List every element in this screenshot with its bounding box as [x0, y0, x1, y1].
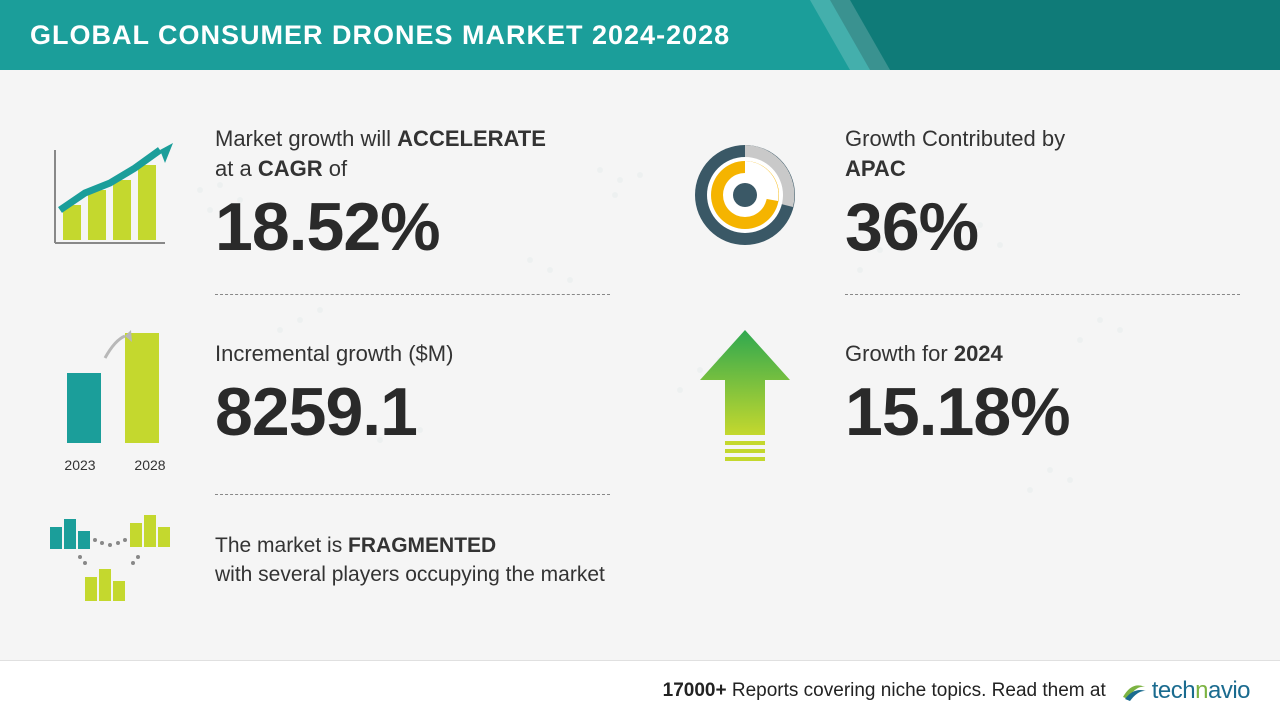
- cagr-label-accel: ACCELERATE: [397, 126, 546, 151]
- year-start: 2023: [64, 457, 95, 473]
- footer-caption: Reports covering niche topics. Read them…: [732, 680, 1106, 701]
- stat-incremental: 2023 2028 Incremental growth ($M) 8259.1: [40, 295, 610, 495]
- apac-label: Growth Contributed by APAC: [845, 124, 1240, 183]
- main-content: Market growth will ACCELERATE at a CAGR …: [0, 70, 1280, 660]
- apac-label-em: APAC: [845, 156, 906, 181]
- growth-year-label: Growth for 2024: [845, 339, 1240, 369]
- header-bar: GLOBAL CONSUMER DRONES MARKET 2024-2028: [0, 0, 1280, 70]
- stat-growth-year: Growth for 2024 15.18%: [670, 295, 1240, 495]
- cagr-value: 18.52%: [215, 188, 610, 266]
- footer-count: 17000+: [663, 680, 727, 701]
- apac-label-pre: Growth Contributed by: [845, 126, 1065, 151]
- growth-chart-icon: [45, 135, 185, 255]
- stat-cagr: Market growth will ACCELERATE at a CAGR …: [40, 95, 610, 295]
- stats-grid: Market growth will ACCELERATE at a CAGR …: [40, 95, 1240, 650]
- cagr-label-post: of: [329, 156, 347, 181]
- growth-year-pre: Growth for: [845, 341, 948, 366]
- cagr-label: Market growth will ACCELERATE at a CAGR …: [215, 124, 610, 183]
- fragment-post: with several players occupying the marke…: [215, 563, 605, 586]
- cagr-label-cagr: CAGR: [258, 156, 323, 181]
- footer-text: 17000+ Reports covering niche topics. Re…: [663, 680, 1106, 702]
- fragment-pre: The market is: [215, 534, 342, 557]
- year-labels: 2023 2028: [45, 457, 185, 473]
- incremental-value: 8259.1: [215, 373, 610, 451]
- donut-chart-icon: [685, 135, 805, 255]
- up-arrow-icon: [690, 325, 800, 465]
- logo-text: technavio: [1152, 677, 1250, 705]
- stat-apac: Growth Contributed by APAC 36%: [670, 95, 1240, 295]
- page-title: GLOBAL CONSUMER DRONES MARKET 2024-2028: [0, 20, 730, 51]
- buildings-icon: [40, 505, 190, 615]
- stat-fragmented: The market is FRAGMENTED with several pl…: [40, 495, 610, 625]
- technavio-logo: technavio: [1120, 677, 1250, 705]
- bar-compare-icon: [45, 318, 185, 448]
- fragment-em: FRAGMENTED: [348, 534, 496, 557]
- empty-cell: [670, 495, 1240, 625]
- cagr-label-pre: Market growth will: [215, 126, 391, 151]
- growth-year-value: 15.18%: [845, 373, 1240, 451]
- year-end: 2028: [134, 457, 165, 473]
- incremental-label: Incremental growth ($M): [215, 339, 610, 369]
- logo-swoosh-icon: [1120, 677, 1148, 705]
- cagr-label-mid: at a: [215, 156, 252, 181]
- footer-bar: 17000+ Reports covering niche topics. Re…: [0, 660, 1280, 720]
- growth-year-em: 2024: [954, 341, 1003, 366]
- apac-value: 36%: [845, 188, 1240, 266]
- fragmented-text: The market is FRAGMENTED with several pl…: [215, 531, 610, 590]
